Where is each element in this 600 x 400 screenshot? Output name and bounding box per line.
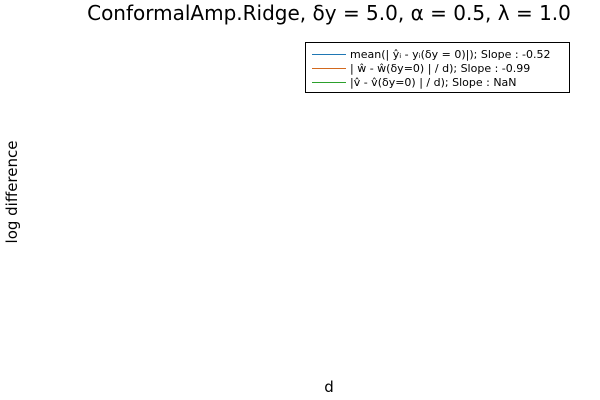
y-axis-label: log difference xyxy=(3,140,21,244)
legend-entry: | ŵ - ŵ(δy=0) | / d); Slope : -0.99 xyxy=(306,61,569,75)
chart-title: ConformalAmp.Ridge, δy = 5.0, α = 0.5, λ… xyxy=(87,1,571,25)
legend-swatch xyxy=(312,81,346,83)
legend-entry: mean(| ŷᵢ - yᵢ(δy = 0)|); Slope : -0.52 xyxy=(306,47,569,61)
legend-entry: |v̂ - v̂(δy=0) | / d); Slope : NaN xyxy=(306,75,569,89)
legend: mean(| ŷᵢ - yᵢ(δy = 0)|); Slope : -0.52 … xyxy=(305,42,570,93)
legend-label: | ŵ - ŵ(δy=0) | / d); Slope : -0.99 xyxy=(350,61,531,75)
legend-swatch xyxy=(312,53,346,55)
legend-label: |v̂ - v̂(δy=0) | / d); Slope : NaN xyxy=(350,75,517,89)
x-axis-label: d xyxy=(324,378,334,396)
legend-swatch xyxy=(312,67,346,69)
legend-label: mean(| ŷᵢ - yᵢ(δy = 0)|); Slope : -0.52 xyxy=(350,47,551,61)
